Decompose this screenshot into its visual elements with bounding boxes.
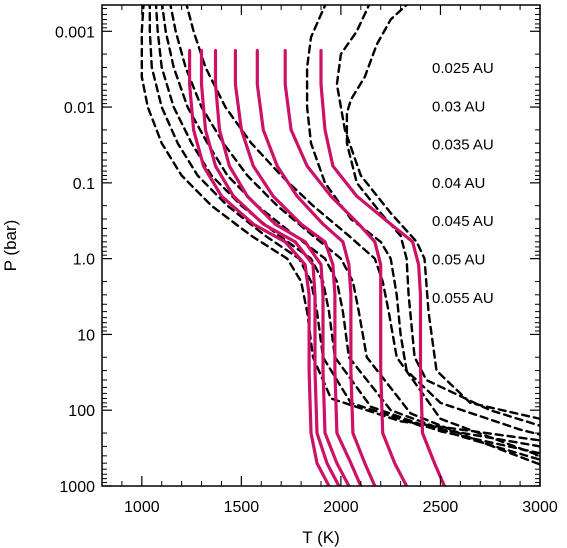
chart-legend: 0.025 AU 0.03 AU 0.035 AU 0.04 AU 0.045 AU 0.… [432, 60, 494, 307]
legend-entry: 0.05 AU [432, 252, 485, 269]
x-tick-label: 1000 [124, 499, 160, 516]
dashed-profile-line-4 [169, 5, 540, 466]
x-tick-label: 2000 [323, 499, 359, 516]
x-tick-label: 3000 [522, 499, 558, 516]
legend-entry: 0.035 AU [432, 137, 494, 154]
x-tick-label: 1500 [224, 499, 260, 516]
solid-profile-line-13 [255, 49, 377, 486]
solid-profile-line-12 [233, 49, 363, 486]
dashed-profile-line-1 [148, 5, 540, 448]
y-tick-label: 100 [68, 403, 95, 420]
x-axis-label: T (K) [302, 528, 339, 547]
y-axis-label: P (bar) [1, 220, 20, 272]
dashed-profile-line-8 [345, 5, 540, 427]
solid-profile-line-15 [319, 49, 446, 486]
y-tick-label: 0.001 [55, 24, 95, 41]
dashed-profile-line-7 [335, 5, 540, 420]
solid-profile-line-9 [188, 49, 331, 486]
legend-entry: 0.025 AU [432, 60, 494, 77]
dashed-profile-line-5 [185, 5, 540, 457]
legend-entry: 0.045 AU [432, 213, 494, 230]
solid-profile-line-11 [213, 49, 351, 486]
y-tick-label: 0.01 [64, 100, 95, 117]
legend-entry: 0.04 AU [432, 175, 485, 192]
y-tick-label: 1.0 [73, 252, 95, 269]
solid-profile-line-10 [199, 49, 341, 486]
axis-ticks [101, 5, 541, 487]
x-tick-label: 2500 [423, 499, 459, 516]
y-tick-label: 1000 [59, 479, 95, 496]
chart-curves [140, 5, 540, 486]
axis-tick-labels: 1000 1500 2000 2500 3000 0.001 0.01 0.1 1.0 10 100… [55, 24, 558, 516]
y-tick-label: 0.1 [73, 176, 95, 193]
legend-entry: 0.055 AU [432, 290, 494, 307]
solid-profile-line-14 [283, 49, 409, 486]
legend-entry: 0.03 AU [432, 98, 485, 115]
dashed-profile-line-2 [154, 5, 540, 455]
y-tick-label: 10 [77, 327, 95, 344]
dashed-profile-line-6 [305, 5, 540, 436]
